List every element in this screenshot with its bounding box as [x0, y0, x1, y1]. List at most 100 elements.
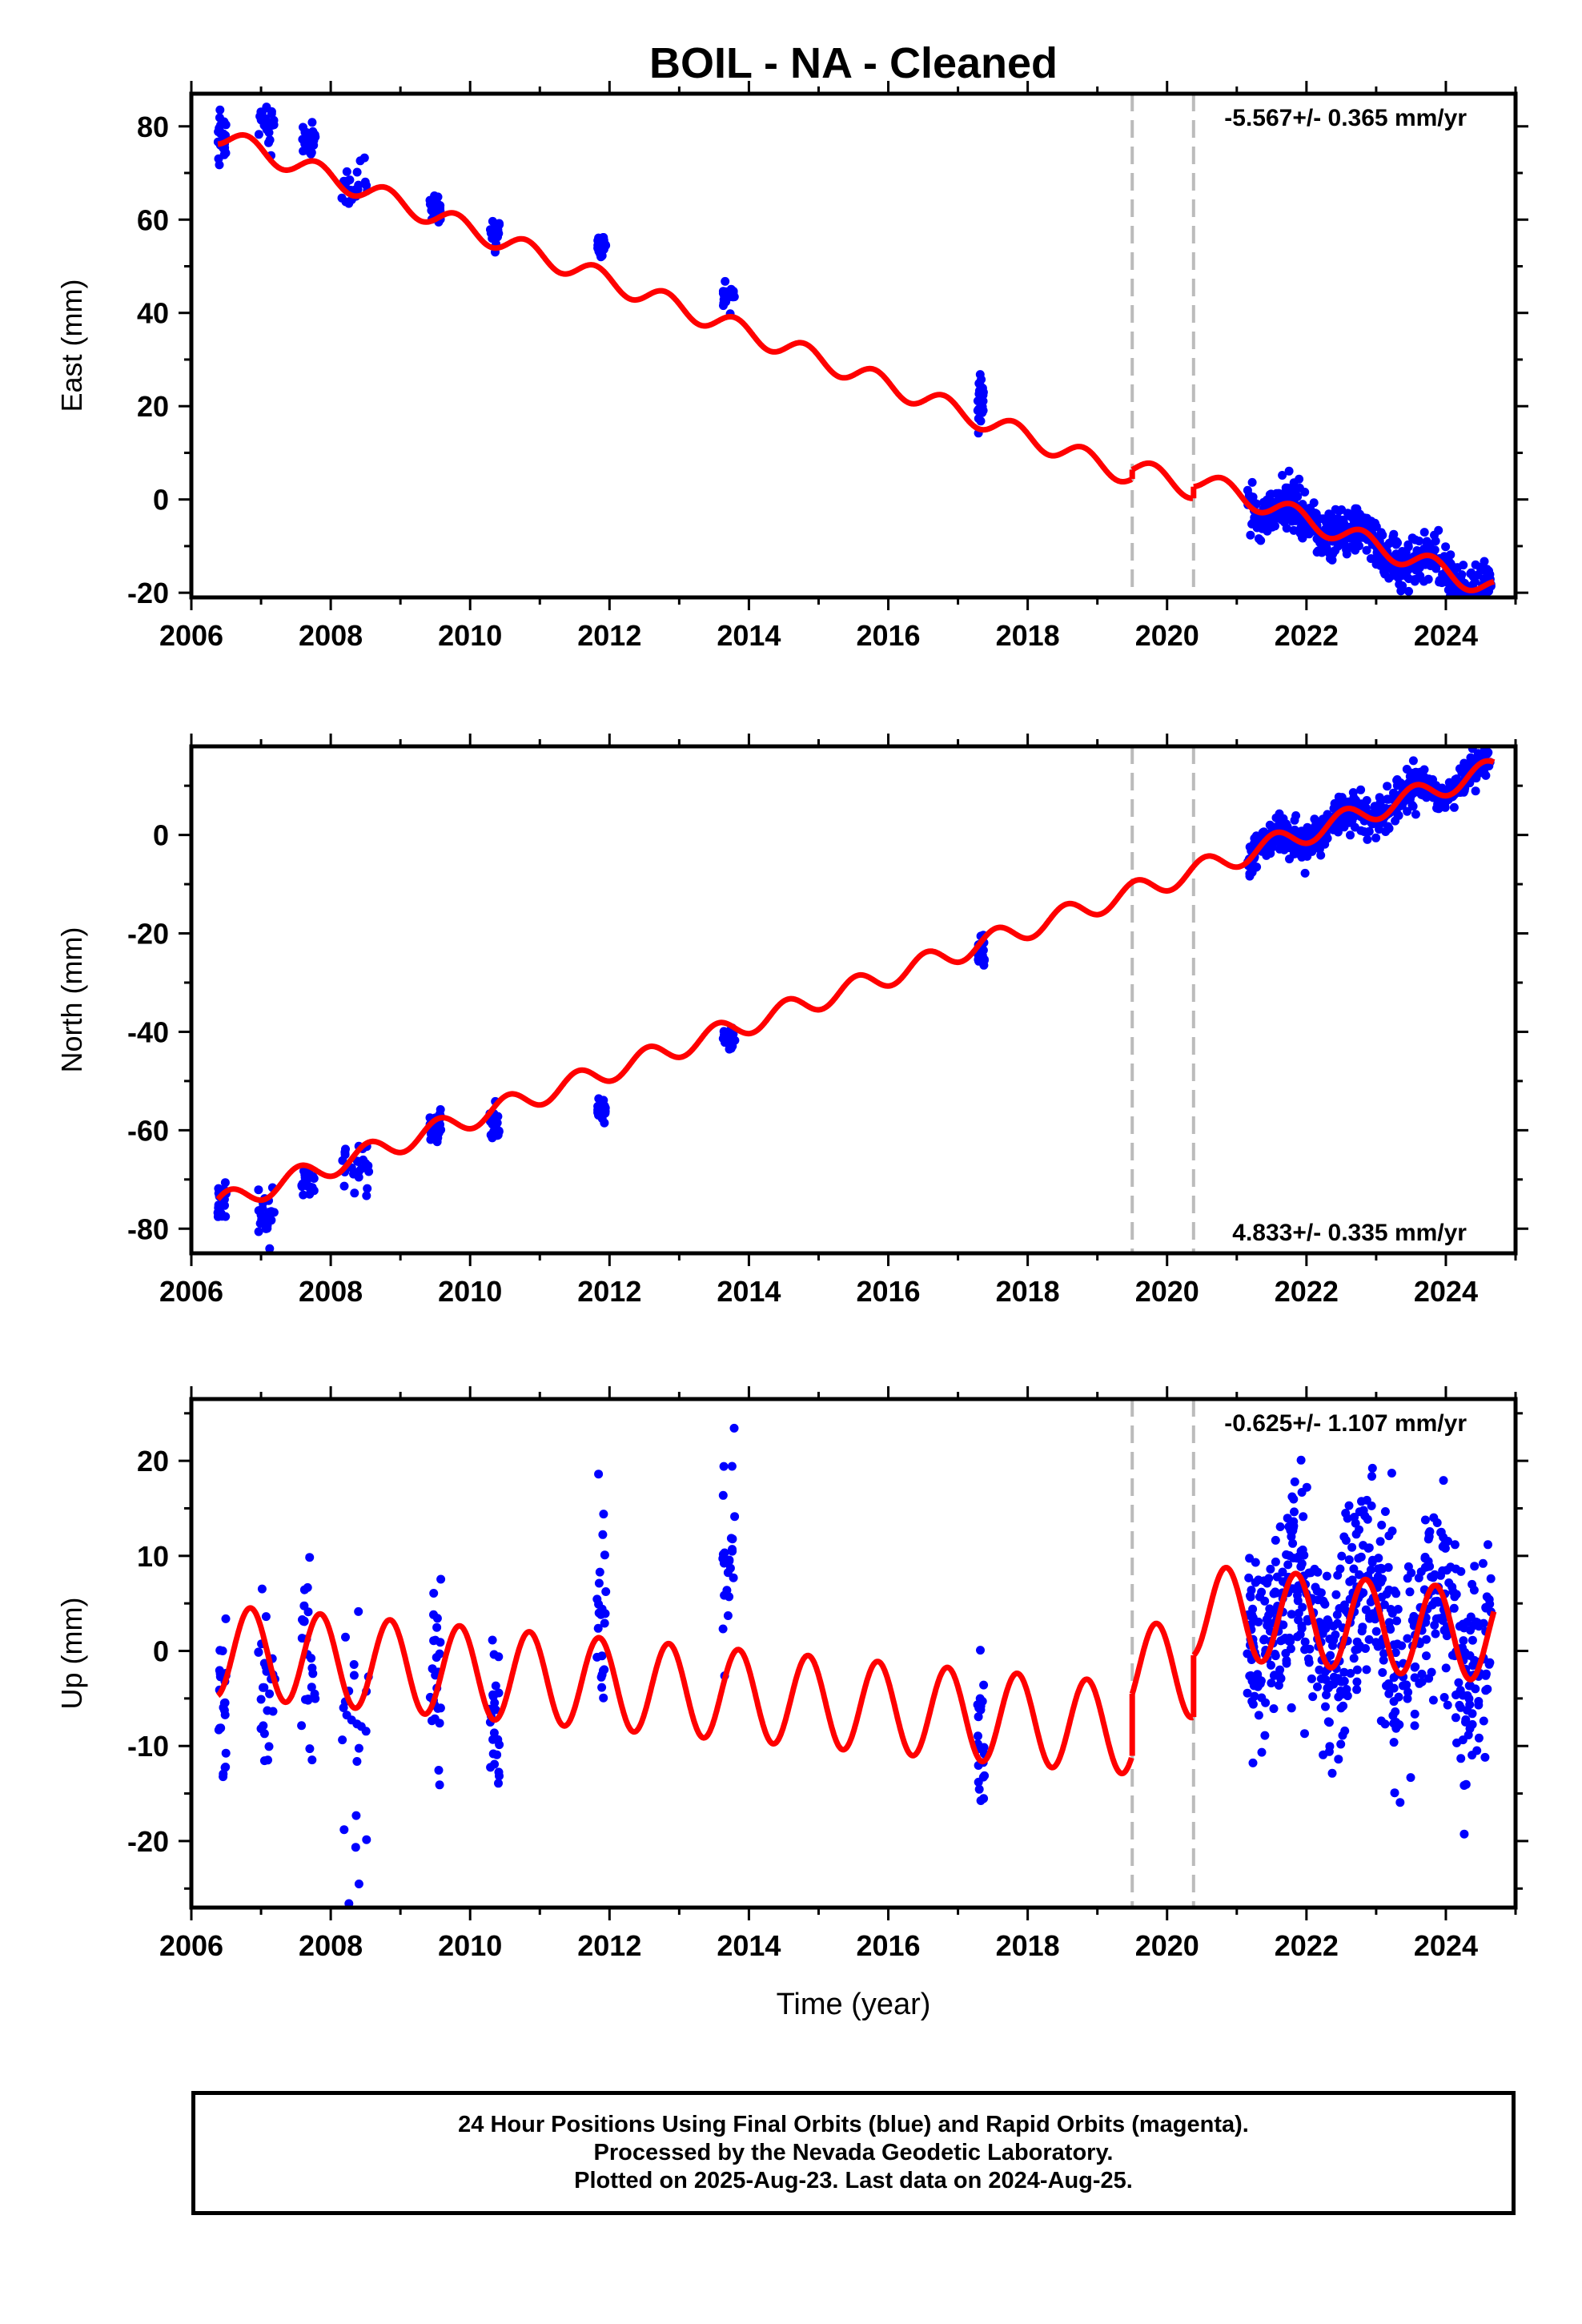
data-point: [1251, 1558, 1260, 1567]
data-point: [428, 1716, 436, 1726]
data-point: [1443, 1537, 1452, 1546]
data-point: [261, 114, 271, 123]
model-curve-segment: [1191, 1565, 1497, 1683]
data-point: [259, 1683, 267, 1692]
info-footer: 24 Hour Positions Using Final Orbits (bl…: [191, 2091, 1516, 2215]
data-point: [1437, 578, 1447, 588]
data-point: [1403, 1634, 1412, 1643]
data-point: [725, 1563, 735, 1573]
data-point: [1484, 1540, 1492, 1550]
data-point: [1244, 1573, 1254, 1582]
data-point: [434, 1766, 444, 1775]
data-point: [1332, 1610, 1342, 1619]
data-point: [1362, 796, 1371, 805]
data-point: [1257, 1693, 1267, 1703]
data-point: [307, 118, 317, 127]
data-point: [269, 115, 279, 125]
data-point: [1297, 1559, 1307, 1569]
data-point: [1447, 598, 1456, 607]
data-point: [264, 1214, 273, 1224]
data-point: [1349, 1564, 1359, 1574]
data-point: [1346, 830, 1355, 840]
data-point: [1394, 1692, 1403, 1702]
data-point: [1316, 1674, 1326, 1683]
data-point: [593, 243, 603, 252]
data-point: [1379, 1600, 1389, 1610]
data-point: [601, 1587, 611, 1596]
data-point: [1371, 522, 1381, 532]
data-point: [1329, 1679, 1339, 1689]
data-point: [1375, 1537, 1385, 1546]
data-point: [1344, 1555, 1354, 1565]
data-point: [428, 207, 438, 217]
x-tick-label: 2016: [856, 619, 920, 652]
data-point: [1464, 760, 1474, 770]
data-point: [1246, 530, 1255, 540]
data-point: [297, 1721, 307, 1731]
data-point: [1267, 1660, 1275, 1670]
data-point: [1290, 1477, 1299, 1486]
data-point: [1483, 1684, 1492, 1694]
data-point: [1480, 1752, 1490, 1762]
data-point: [1410, 1673, 1419, 1683]
data-point: [1411, 565, 1421, 575]
data-point: [214, 1210, 223, 1219]
data-point: [977, 375, 986, 384]
data-point: [1416, 790, 1426, 799]
data-point: [1284, 466, 1294, 476]
data-point: [1389, 529, 1399, 539]
data-point: [432, 1622, 442, 1632]
data-point: [1478, 1558, 1488, 1568]
data-point: [1343, 1514, 1352, 1523]
data-point: [1389, 1738, 1399, 1747]
data-point: [1294, 1608, 1303, 1618]
data-point: [1441, 542, 1451, 552]
data-point: [1300, 528, 1310, 537]
y-tick-label: -60: [127, 1114, 169, 1147]
data-point: [1454, 1678, 1464, 1687]
data-point: [265, 1244, 275, 1253]
data-point: [425, 199, 435, 209]
data-point: [1347, 1575, 1357, 1585]
data-point: [309, 1174, 319, 1183]
data-point: [1263, 1578, 1272, 1588]
data-point: [1376, 1716, 1386, 1726]
data-point: [1443, 1700, 1452, 1710]
data-point: [1289, 478, 1299, 488]
x-tick-label: 2020: [1135, 1275, 1199, 1308]
data-point: [1460, 1829, 1469, 1839]
data-point: [1392, 775, 1402, 784]
x-tick-label: 2006: [159, 619, 223, 652]
data-point: [1474, 1733, 1484, 1743]
data-point: [1303, 1655, 1313, 1663]
data-point: [1334, 1755, 1343, 1764]
data-point: [1285, 490, 1294, 500]
data-point: [301, 1695, 310, 1704]
data-point: [1485, 1658, 1495, 1667]
plot-area: [213, 94, 1496, 607]
data-point: [974, 1784, 984, 1794]
data-point: [600, 1118, 609, 1128]
y-tick-label: 20: [137, 1445, 169, 1478]
data-point: [1269, 1671, 1279, 1680]
data-point: [1290, 1507, 1299, 1517]
data-point: [1351, 795, 1360, 805]
footer-line-1: 24 Hour Positions Using Final Orbits (bl…: [458, 2112, 1249, 2137]
data-point: [1480, 557, 1489, 566]
data-point: [1450, 1592, 1460, 1602]
data-point: [256, 107, 266, 117]
data-point: [303, 1582, 312, 1592]
data-point: [363, 1161, 373, 1171]
y-tick-label: 60: [137, 203, 169, 236]
data-point: [1331, 1590, 1341, 1599]
data-point: [353, 185, 363, 195]
data-point: [1339, 1667, 1349, 1677]
data-point: [1434, 804, 1443, 814]
data-point: [1468, 1579, 1477, 1589]
x-tick-label: 2006: [159, 1275, 223, 1308]
footer-line-2: Processed by the Nevada Geodetic Laborat…: [593, 2140, 1114, 2165]
data-point: [599, 1510, 608, 1519]
data-point: [1380, 1507, 1390, 1516]
data-point: [492, 1750, 502, 1759]
data-point: [1466, 753, 1476, 762]
